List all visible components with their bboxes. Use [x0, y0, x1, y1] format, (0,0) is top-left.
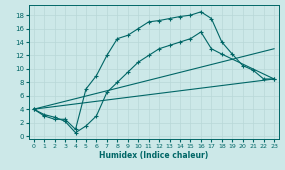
X-axis label: Humidex (Indice chaleur): Humidex (Indice chaleur): [99, 151, 209, 160]
